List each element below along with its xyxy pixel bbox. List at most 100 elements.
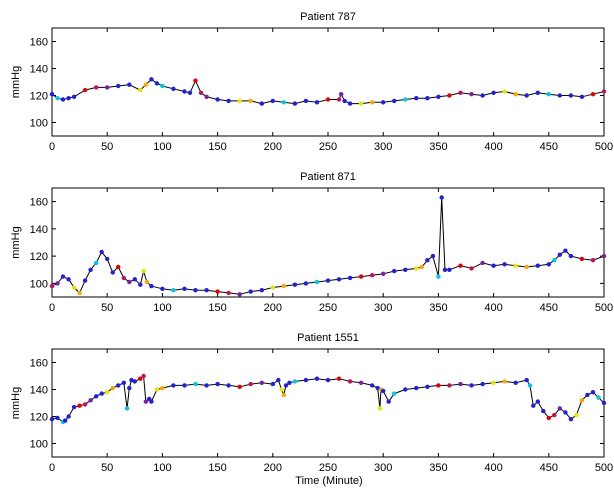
data-point [127,385,132,391]
x-tick-label: 350 [429,141,447,153]
panel-title: Patient 1551 [297,332,359,344]
data-point [82,402,88,407]
data-point [563,410,568,415]
data-point [491,380,496,385]
data-point [127,279,132,285]
data-point [132,277,137,282]
data-point [110,270,115,275]
data-point [204,288,209,293]
data-point [193,288,198,293]
data-point [270,98,275,104]
data-point [143,399,148,404]
data-point [480,381,485,387]
data-point [447,383,452,388]
data-point [281,100,286,105]
x-tick-label: 0 [49,302,55,314]
data-point [116,383,121,388]
data-point [182,383,187,388]
data-point [171,383,176,388]
data-point [303,377,309,383]
data-point [458,381,463,387]
y-tick-label: 160 [30,37,48,49]
data-point [491,263,496,268]
x-tick-label: 100 [153,302,171,314]
data-point [469,92,474,97]
data-point [314,100,320,105]
data-point [546,262,551,267]
data-point [568,253,574,259]
data-point [541,408,546,414]
data-point [270,285,275,290]
data-point [552,412,557,418]
data-point [381,271,386,276]
x-tick-label: 450 [540,462,558,474]
data-point [546,415,551,421]
data-point [226,290,231,296]
y-tick-label: 140 [30,224,48,236]
data-point [557,93,562,98]
data-point [579,398,585,403]
data-point [60,274,66,279]
x-tick-label: 0 [49,141,55,153]
data-point [524,377,529,383]
data-point [392,268,397,274]
data-point [325,278,331,283]
data-point [370,273,375,278]
data-point [336,97,342,102]
x-tick-label: 100 [153,462,171,474]
data-point [314,376,320,381]
x-tick-label: 400 [484,141,502,153]
data-point [105,256,110,262]
data-point [248,98,253,104]
data-point [226,383,231,388]
data-point [215,381,220,387]
data-point [149,77,154,82]
data-point [88,398,93,403]
data-point [49,92,55,97]
data-point [590,92,596,97]
data-point [204,383,209,388]
data-point [527,383,533,388]
data-point [590,390,596,395]
panel-title: Patient 787 [300,11,356,23]
x-tick-label: 500 [595,462,613,474]
data-point [386,399,391,404]
data-point [557,252,562,257]
data-point [568,93,574,98]
y-tick-label: 120 [30,412,48,424]
data-point [430,253,436,259]
data-point [121,275,127,281]
data-point [358,101,364,106]
data-point [182,89,187,94]
data-point [314,279,320,285]
data-point [55,415,60,421]
data-point [377,406,383,411]
data-point [568,417,574,422]
data-point [143,82,148,87]
data-point [358,380,364,385]
data-point [226,98,231,104]
data-point [71,94,77,100]
x-tick-label: 300 [374,141,392,153]
data-point [325,97,331,102]
data-point [469,266,474,271]
data-point [502,262,507,267]
x-tick-label: 350 [429,302,447,314]
data-point [590,258,596,263]
data-point [358,274,364,279]
y-axis-label: mmHg [10,66,22,98]
data-point [141,373,146,379]
data-point [154,81,160,86]
data-point [414,266,419,271]
data-point [524,93,529,98]
data-point [127,82,132,87]
data-point [447,93,452,98]
data-point [171,86,176,92]
data-point [60,97,66,102]
data-point [281,392,286,398]
x-tick-label: 150 [208,462,226,474]
data-point [105,390,110,395]
data-point [339,92,344,97]
data-point [55,281,60,286]
data-point [82,87,88,93]
